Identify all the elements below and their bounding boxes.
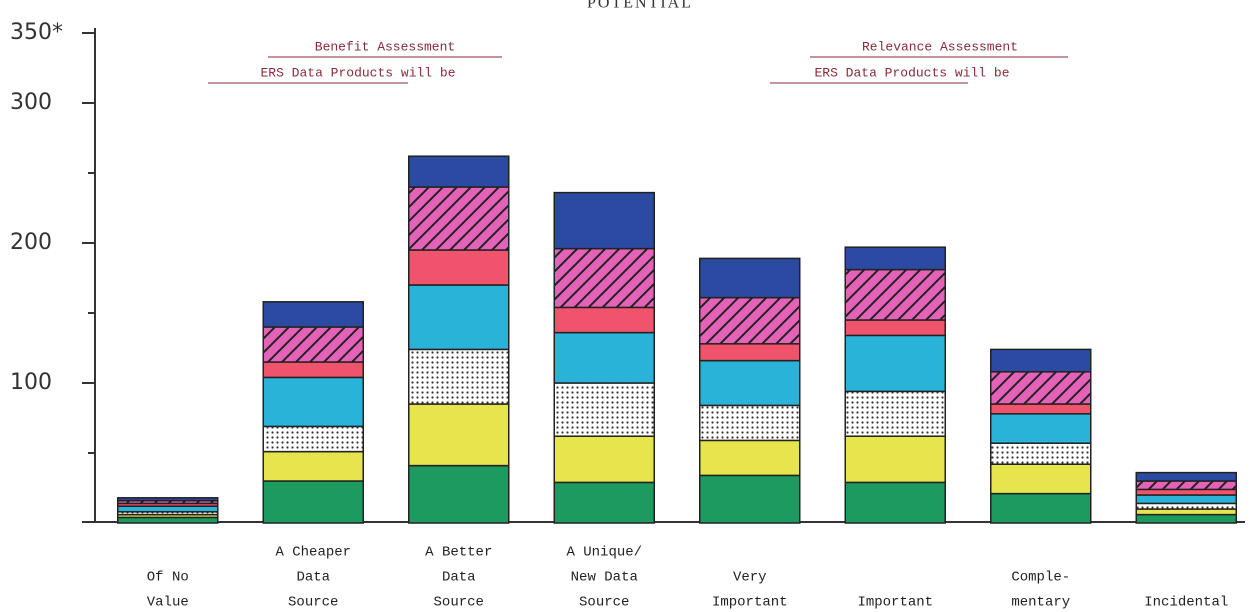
x-tick-label: Value: [147, 595, 189, 611]
bar-segment: [1135, 513, 1237, 524]
bar-segment: [553, 435, 655, 484]
y-tick-label: 100: [10, 370, 52, 395]
bar-segment: [408, 464, 510, 524]
bar-segment: [699, 404, 801, 442]
bar-segment: [844, 435, 946, 484]
x-tick-label: A Cheaper: [275, 545, 351, 561]
annotation-heading: Relevance Assessment: [862, 39, 1018, 54]
bar-segment: [990, 348, 1092, 373]
x-tick-label: Comple-: [1011, 570, 1070, 586]
bar-segment: [844, 268, 946, 321]
x-tick-label: A Better: [425, 545, 492, 561]
bar-segment: [990, 492, 1092, 524]
bar-segment: [262, 301, 364, 328]
bar-segment: [262, 326, 364, 363]
bar-segment: [990, 413, 1092, 444]
bar-segment: [553, 481, 655, 524]
bar-segment: [262, 361, 364, 379]
bar-segment: [408, 348, 510, 405]
bar-segment: [553, 191, 655, 250]
x-tick-label: Source: [288, 595, 338, 611]
x-tick-label: New Data: [571, 570, 638, 586]
y-tick-label: 350*: [10, 20, 63, 45]
bar-segment: [990, 371, 1092, 405]
x-tick-label: Incidental: [1144, 595, 1228, 611]
bar-segment: [1135, 488, 1237, 496]
bar-segment: [699, 343, 801, 362]
bar-segment: [408, 155, 510, 188]
bar-segment: [1135, 480, 1237, 491]
bar-segment: [844, 334, 946, 393]
y-tick-label: 200: [10, 230, 52, 255]
bar-segment: [699, 296, 801, 345]
bar-segment: [117, 516, 219, 524]
x-tick-label: A Unique/: [566, 545, 642, 561]
x-tick-label: Important: [857, 595, 933, 611]
bar-segment: [1135, 508, 1237, 516]
bar-segment: [553, 331, 655, 384]
bar-segment: [262, 480, 364, 524]
bar-segment: [1135, 471, 1237, 482]
bar-segment: [699, 359, 801, 407]
annotation-heading: Benefit Assessment: [315, 39, 455, 54]
bar-segment: [262, 450, 364, 482]
bar-segment: [408, 186, 510, 251]
bar-segment: [699, 439, 801, 477]
bar-segment: [553, 247, 655, 309]
bar-segment: [990, 463, 1092, 495]
bar-segment: [990, 442, 1092, 465]
bar-segment: [844, 319, 946, 337]
x-tick-label: Source: [434, 595, 484, 611]
bar-segment: [553, 382, 655, 437]
bar-segment: [844, 246, 946, 271]
bar-segment: [408, 249, 510, 286]
x-tick-label: Source: [579, 595, 629, 611]
bar-segment: [262, 425, 364, 453]
bar-segment: [408, 284, 510, 351]
bar-segment: [117, 505, 219, 513]
bar-segment: [1135, 502, 1237, 510]
x-tick-label: Important: [712, 595, 788, 611]
bar-segment: [117, 497, 219, 502]
annotation-text: ERS Data Products will be: [814, 65, 1009, 80]
y-tick-label: 300: [10, 90, 52, 115]
annotation-text: ERS Data Products will be: [260, 65, 455, 80]
bar-segment: [699, 474, 801, 524]
bar-segment: [990, 403, 1092, 415]
x-tick-label: Of No: [147, 570, 189, 586]
x-tick-label: Very: [733, 570, 767, 586]
x-tick-label: mentary: [1011, 595, 1070, 611]
x-tick-label: Data: [442, 570, 476, 586]
bar-segment: [408, 403, 510, 467]
bar-segment: [844, 390, 946, 437]
chart-title: POTENTIAL: [587, 0, 693, 12]
bar-segment: [844, 481, 946, 524]
x-tick-label: Data: [296, 570, 330, 586]
bar-segment: [699, 257, 801, 299]
bar-segment: [553, 306, 655, 334]
bar-segment: [262, 376, 364, 428]
bar-segment: [1135, 494, 1237, 505]
